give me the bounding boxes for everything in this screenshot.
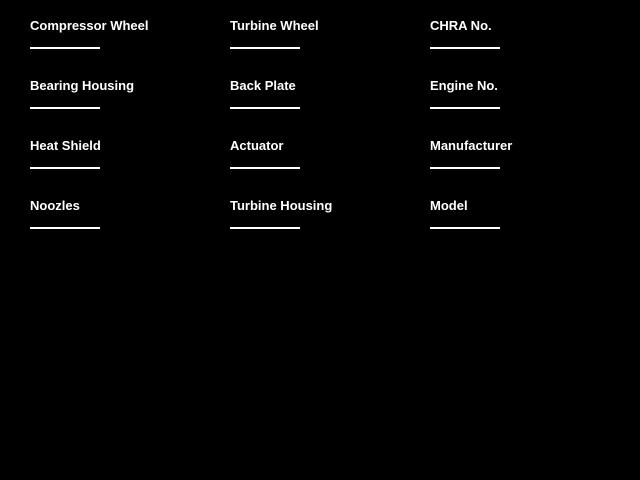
back-plate-label: Back Plate — [230, 78, 296, 93]
turbine-housing-input[interactable] — [230, 214, 300, 229]
field-turbine-housing: Turbine Housing — [230, 198, 410, 229]
compressor-wheel-input[interactable] — [30, 34, 100, 49]
field-actuator: Actuator — [230, 138, 410, 169]
chra-no-input[interactable] — [430, 34, 500, 49]
field-noozles: Noozles — [30, 198, 210, 229]
compressor-wheel-label: Compressor Wheel — [30, 18, 149, 33]
bearing-housing-input[interactable] — [30, 94, 100, 109]
field-engine-no: Engine No. — [430, 78, 610, 109]
actuator-input[interactable] — [230, 154, 300, 169]
noozles-label: Noozles — [30, 198, 80, 213]
field-manufacturer: Manufacturer — [430, 138, 610, 169]
turbine-wheel-label: Turbine Wheel — [230, 18, 319, 33]
field-bearing-housing: Bearing Housing — [30, 78, 210, 109]
manufacturer-label: Manufacturer — [430, 138, 513, 153]
heat-shield-input[interactable] — [30, 154, 100, 169]
back-plate-input[interactable] — [230, 94, 300, 109]
field-compressor-wheel: Compressor Wheel — [30, 18, 210, 49]
actuator-label: Actuator — [230, 138, 284, 153]
engine-no-label: Engine No. — [430, 78, 498, 93]
field-back-plate: Back Plate — [230, 78, 410, 109]
field-model: Model — [430, 198, 610, 229]
bearing-housing-label: Bearing Housing — [30, 78, 135, 93]
noozles-input[interactable] — [30, 214, 100, 229]
turbine-housing-label: Turbine Housing — [230, 198, 333, 213]
field-chra-no: CHRA No. — [430, 18, 610, 49]
manufacturer-input[interactable] — [430, 154, 500, 169]
engine-no-input[interactable] — [430, 94, 500, 109]
field-heat-shield: Heat Shield — [30, 138, 210, 169]
field-turbine-wheel: Turbine Wheel — [230, 18, 410, 49]
chra-no-label: CHRA No. — [430, 18, 492, 33]
model-label: Model — [430, 198, 468, 213]
model-input[interactable] — [430, 214, 500, 229]
turbine-wheel-input[interactable] — [230, 34, 300, 49]
heat-shield-label: Heat Shield — [30, 138, 101, 153]
